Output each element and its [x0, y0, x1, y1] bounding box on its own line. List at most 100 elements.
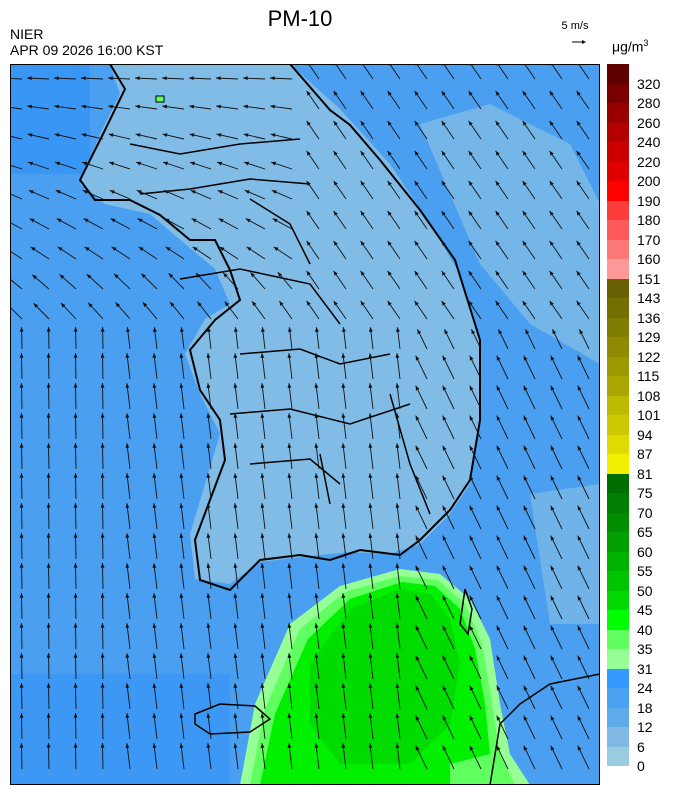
wind-arrowhead-icon [270, 76, 275, 81]
wind-arrowhead-icon [287, 383, 292, 388]
wind-arrowhead-icon [523, 535, 528, 541]
wind-arrowhead-icon [387, 120, 392, 126]
wind-arrowhead-icon [341, 683, 346, 688]
wind-arrowhead-icon [468, 90, 473, 96]
wind-arrowhead-icon [495, 270, 500, 276]
wind-arrowhead-icon [217, 190, 223, 194]
wind-arrowhead-icon [525, 329, 530, 335]
wind-arrowhead-icon [341, 713, 346, 718]
wind-arrowhead-icon [368, 653, 373, 658]
wind-arrowhead-icon [73, 443, 78, 448]
wind-arrowhead-icon [395, 623, 400, 628]
wind-arrowhead-icon [314, 653, 319, 658]
wind-arrowhead-icon [495, 150, 500, 156]
wind-arrowhead-icon [46, 713, 51, 718]
wind-arrowhead-icon [56, 218, 62, 223]
wind-arrowhead-icon [577, 505, 582, 511]
wind-arrowhead-icon [28, 190, 34, 194]
legend-label: 320 [637, 75, 661, 92]
wind-arrowhead-icon [469, 475, 474, 481]
wind-arrowhead-icon [152, 327, 157, 332]
wind-arrowhead-icon [576, 120, 581, 126]
low-concentration-patch [420, 104, 600, 364]
wind-arrowhead-icon [469, 625, 474, 631]
legend-swatch [607, 590, 629, 610]
wind-arrowhead-icon [100, 383, 105, 388]
wind-reference-label: 5 m/s [561, 20, 589, 32]
wind-arrowhead-icon [577, 625, 582, 631]
wind-arrowhead-icon [550, 625, 555, 631]
wind-arrowhead-icon [415, 715, 420, 721]
wind-arrowhead-icon [523, 715, 528, 721]
legend-swatch [607, 64, 629, 84]
wind-arrowhead-icon [108, 104, 114, 109]
wind-arrowhead-icon [179, 653, 184, 658]
wind-arrowhead-icon [395, 353, 400, 358]
wind-vector [308, 64, 320, 80]
wind-arrowhead-icon [28, 161, 34, 166]
wind-arrowhead-icon [469, 595, 474, 601]
wind-arrowhead-icon [442, 415, 447, 421]
legend-swatch [607, 629, 629, 649]
wind-arrowhead-icon [415, 685, 420, 691]
wind-arrowhead-icon [179, 443, 184, 448]
wind-arrowhead-icon [550, 565, 555, 571]
unit-text: μg/m [612, 38, 644, 55]
wind-arrowhead-icon [577, 565, 582, 571]
wind-arrowhead-icon [195, 273, 201, 278]
wind-arrowhead-icon [368, 563, 373, 568]
wind-arrowhead-icon [152, 593, 157, 598]
legend-swatch [607, 551, 629, 571]
wind-arrowhead-icon [523, 685, 528, 691]
wind-arrowhead-icon [550, 715, 555, 721]
wind-arrowhead-icon [152, 533, 157, 538]
wind-arrowhead-icon [287, 593, 292, 598]
wind-arrowhead-icon [206, 327, 211, 332]
legend-label: 160 [637, 251, 661, 267]
wind-arrowhead-icon [314, 353, 319, 358]
wind-arrowhead-icon [73, 653, 78, 658]
wind-arrowhead-icon [306, 150, 311, 156]
wind-arrowhead-icon [100, 683, 105, 688]
wind-arrowhead-icon [46, 563, 51, 568]
wind-arrowhead-icon [125, 563, 130, 568]
wind-arrowhead-icon [29, 218, 35, 223]
wind-arrowhead-icon [206, 623, 211, 628]
legend-swatch [607, 434, 629, 454]
wind-arrowhead-icon [33, 303, 39, 308]
wind-arrowhead-icon [233, 623, 238, 628]
tsushima-outline [459, 588, 473, 636]
wind-arrowhead-icon [57, 246, 63, 252]
wind-arrowhead-icon [233, 593, 238, 598]
wind-arrowhead-icon [19, 533, 24, 538]
wind-arrowhead-icon [360, 120, 365, 126]
wind-arrowhead-icon [271, 190, 277, 194]
wind-arrowhead-icon [190, 161, 196, 166]
wind-arrowhead-icon [549, 270, 554, 276]
wind-arrowhead-icon [341, 623, 346, 628]
wind-arrowhead-icon [314, 327, 319, 332]
wind-vector [389, 64, 401, 80]
wind-arrowhead-icon [55, 190, 61, 194]
wind-arrowhead-icon [19, 683, 24, 688]
pm10-map[interactable] [10, 64, 600, 785]
wind-arrowhead-icon [260, 503, 265, 508]
wind-vector [416, 64, 428, 80]
wind-arrowhead-icon [270, 104, 276, 109]
wind-arrowhead-icon [233, 443, 238, 448]
wind-arrowhead-icon [306, 180, 311, 186]
wind-arrowhead-icon [54, 133, 60, 138]
wind-arrowhead-icon [260, 593, 265, 598]
wind-arrowhead-icon [46, 327, 51, 332]
wind-arrowhead-icon [468, 180, 473, 186]
wind-arrowhead-icon [368, 713, 373, 718]
wind-arrowhead-icon [395, 443, 400, 448]
wind-arrowhead-icon [549, 180, 554, 186]
wind-arrowhead-icon [125, 623, 130, 628]
legend-label: 45 [637, 602, 653, 618]
wind-arrowhead-icon [496, 685, 501, 691]
wind-arrowhead-icon [522, 270, 527, 276]
wind-arrowhead-icon [314, 443, 319, 448]
wind-arrowhead-icon [273, 246, 279, 252]
wind-arrowhead-icon [395, 563, 400, 568]
